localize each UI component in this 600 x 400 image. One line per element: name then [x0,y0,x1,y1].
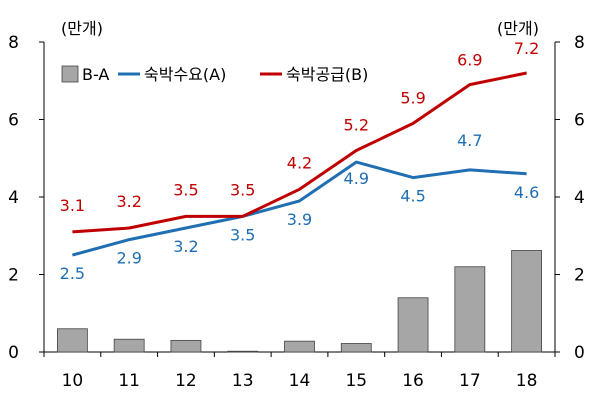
y-tick-label-right: 0 [574,343,585,363]
y-tick-label-left: 8 [8,33,19,53]
bar [284,340,315,353]
data-label: 5.2 [344,116,369,135]
y-unit-left: (만개) [61,19,103,38]
legend-swatch-bar [61,65,79,83]
bar [340,343,372,353]
x-tick-label: 18 [516,371,538,391]
bar [397,297,429,353]
y-tick-label-right: 4 [574,188,585,208]
bar [170,339,202,353]
y-tick-label-left: 4 [8,188,19,208]
x-tick-label: 10 [62,371,84,391]
data-label: 3.9 [287,210,312,229]
data-label: 3.5 [173,180,198,199]
y-tick-label-right: 2 [574,266,585,286]
bar [227,350,259,353]
x-tick-label: 17 [459,371,481,391]
x-tick-label: 11 [118,371,140,391]
bar [113,338,145,353]
data-label: 2.5 [60,264,85,283]
data-label: 4.2 [287,153,312,172]
data-label: 4.9 [344,169,369,188]
legend-label: 숙박공급(B) [286,65,368,84]
data-label: 3.2 [116,192,141,211]
line-supply [72,71,527,234]
y-tick-label-left: 2 [8,266,19,286]
x-tick-label: 13 [232,371,254,391]
data-labels: 2.5 2.9 3.2 3.5 3.9 4.9 4.5 4.7 4.6 3.1 3.2 3.5 3.5 4… [60,39,540,283]
legend-label: 숙박수요(A) [144,65,226,84]
data-label: 3.5 [230,180,255,199]
line-demand [72,160,527,257]
x-tick-label: 14 [289,371,311,391]
bar [454,266,486,353]
axes: 0 0 2 2 4 4 6 6 8 8 10 11 12 13 14 15 16 17 18 (만개) (만개) [8,19,585,391]
data-label: 7.2 [514,39,539,58]
series-lines [72,71,527,257]
y-unit-right: (만개) [497,19,539,38]
bars-b-minus-a [56,250,543,353]
data-label: 3.2 [173,237,198,256]
data-label: 4.6 [514,183,539,202]
x-tick-label: 15 [345,371,367,391]
data-label: 3.1 [60,196,85,215]
y-tick-label-right: 8 [574,33,585,53]
data-label: 2.9 [116,249,141,268]
data-label: 4.5 [400,187,425,206]
bar [56,328,88,353]
x-tick-label: 12 [175,371,197,391]
legend-label: B-A [82,65,109,84]
data-label: 3.5 [230,225,255,244]
y-tick-label-right: 6 [574,111,585,131]
y-tick-label-left: 0 [8,343,19,363]
data-label: 4.7 [457,131,482,150]
x-tick-label: 16 [402,371,424,391]
data-label: 5.9 [400,88,425,107]
y-tick-label-left: 6 [8,111,19,131]
data-label: 6.9 [457,51,482,70]
legend: B-A 숙박수요(A) 숙박공급(B) [61,65,368,84]
bar [511,250,543,353]
